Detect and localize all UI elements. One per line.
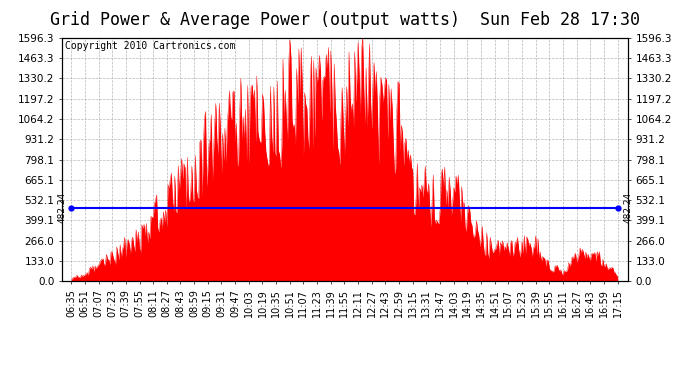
Text: Copyright 2010 Cartronics.com: Copyright 2010 Cartronics.com (65, 41, 235, 51)
Text: 482.24: 482.24 (57, 192, 67, 223)
Text: 482.24: 482.24 (623, 192, 633, 223)
Text: Grid Power & Average Power (output watts)  Sun Feb 28 17:30: Grid Power & Average Power (output watts… (50, 11, 640, 29)
